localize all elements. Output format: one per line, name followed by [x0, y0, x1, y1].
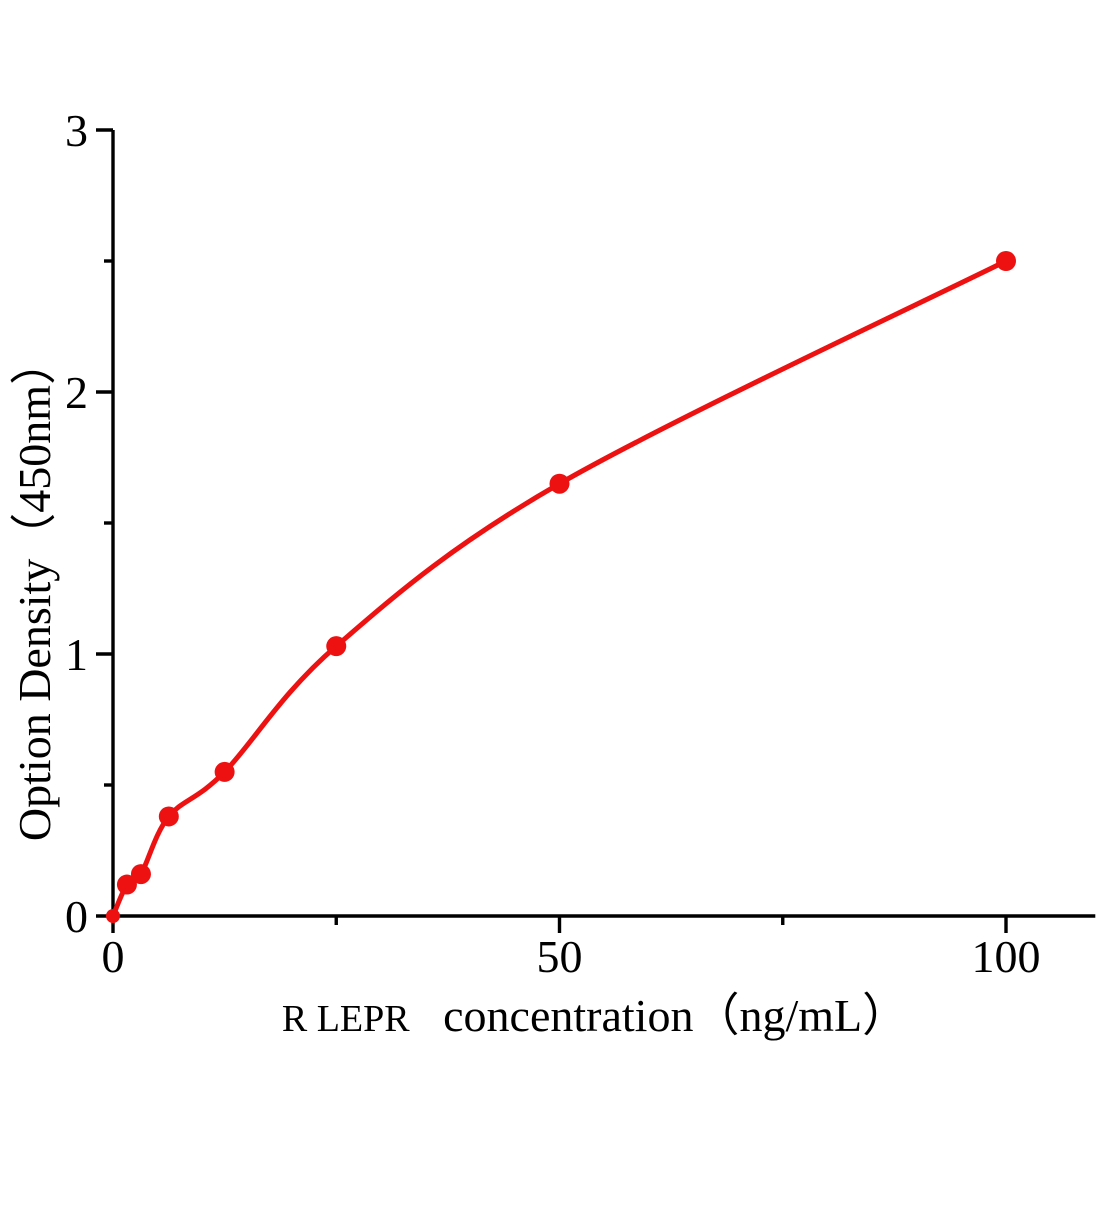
data-point — [326, 636, 347, 657]
x-axis-title-prefix: R LEPR — [282, 998, 410, 1040]
data-point — [996, 251, 1016, 271]
x-tick-label: 50 — [537, 931, 583, 982]
y-tick-label: 1 — [65, 629, 88, 680]
y-axis-title: Option Density（450nm） — [9, 339, 60, 841]
x-tick-label: 100 — [972, 931, 1041, 982]
y-tick-label: 3 — [65, 105, 88, 156]
data-point — [106, 909, 120, 923]
chart-generated-content: 0 50 100 0 1 2 3 — [65, 105, 1096, 982]
data-point — [214, 761, 235, 782]
curve-line — [110, 258, 1009, 919]
x-axis-title: R LEPR concentration（ng/mL） — [282, 990, 908, 1041]
y-tick-label: 2 — [65, 367, 88, 418]
data-point — [158, 806, 179, 827]
data-point — [116, 874, 137, 895]
y-tick-label: 0 — [65, 891, 88, 942]
x-tick-label: 0 — [102, 931, 125, 982]
x-axis-title-rest: concentration（ng/mL） — [443, 990, 908, 1041]
data-point — [130, 864, 151, 885]
data-point — [549, 473, 570, 494]
